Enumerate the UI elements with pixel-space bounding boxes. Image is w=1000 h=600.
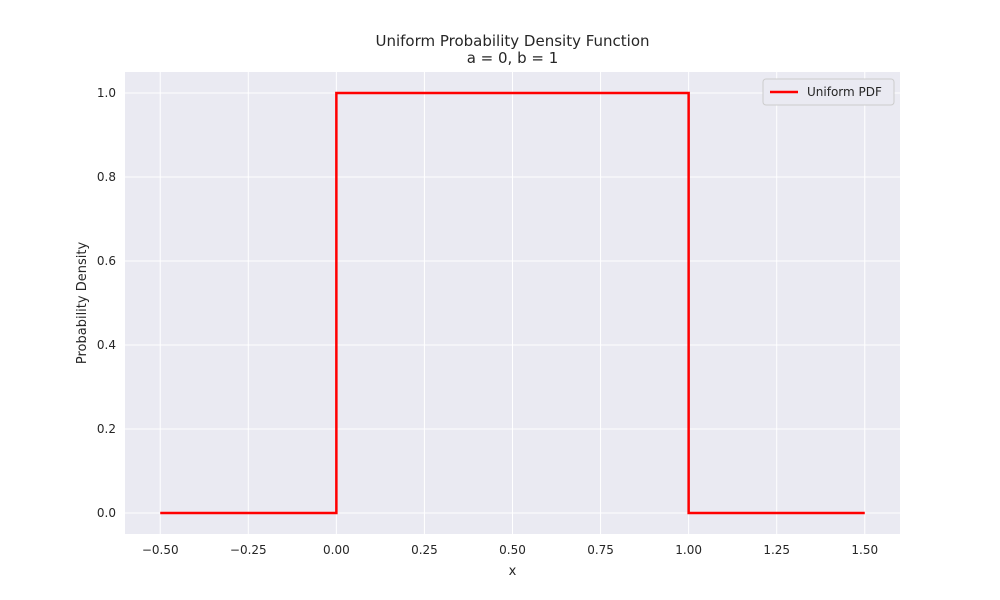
x-axis-label: x [509,564,517,579]
y-tick-label: 0.4 [97,338,116,352]
y-tick-label: 0.2 [97,422,116,436]
x-tick-label: 1.50 [851,543,878,557]
x-tick-label: 0.25 [411,543,438,557]
legend-box [762,78,895,106]
y-tick-label: 0.8 [97,170,116,184]
x-tick-label: −0.50 [142,543,179,557]
y-axis-label: Probability Density [75,242,90,365]
y-tick-label: 0.0 [97,506,116,520]
series-line-uniform-pdf [160,91,865,515]
y-tick-label: 1.0 [97,86,116,100]
series-layer [160,91,865,515]
y-tick-label: 0.6 [97,254,116,268]
x-tick-label: 0.75 [587,543,614,557]
x-tick-label: 1.25 [763,543,790,557]
legend-label-uniform-pdf: Uniform PDF [807,85,882,99]
x-tick-label: 0.00 [323,543,350,557]
x-tick-label: −0.25 [230,543,267,557]
x-tick-label: 1.00 [675,543,702,557]
y-tick-labels: 0.0 0.2 0.4 0.6 0.8 1.0 [97,86,116,520]
legend: Uniform PDF [762,78,895,106]
chart-subtitle: a = 0, b = 1 [467,49,559,67]
chart-title: Uniform Probability Density Function [375,32,649,50]
x-tick-label: 0.50 [499,543,526,557]
x-tick-labels: −0.50 −0.25 0.00 0.25 0.50 0.75 1.00 1.25 1.50 [142,543,878,557]
